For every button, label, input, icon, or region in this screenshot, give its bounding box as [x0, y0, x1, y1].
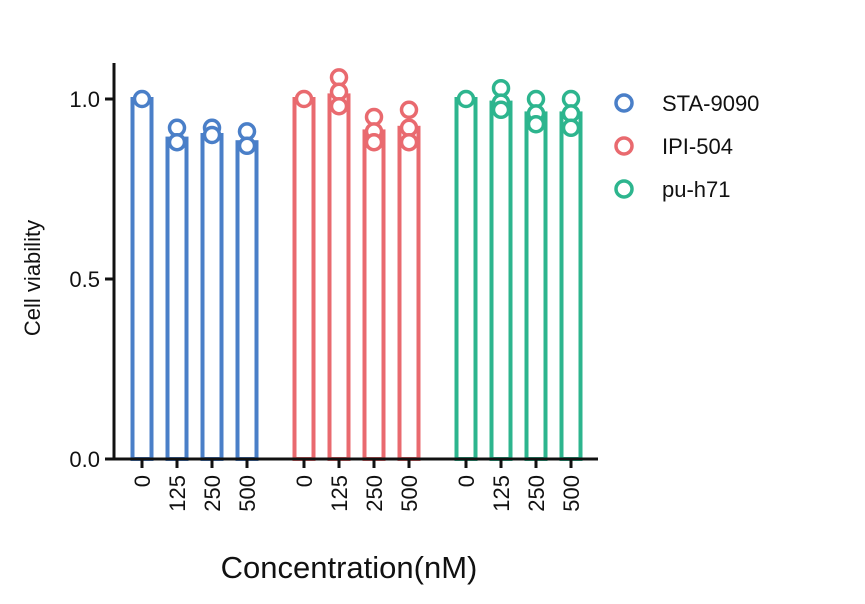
series-STA-9090 — [130, 89, 259, 461]
data-point — [329, 96, 349, 116]
legend: STA-9090 IPI-504 pu-h71 — [614, 91, 759, 202]
series-IPI-504 — [292, 68, 421, 462]
x-tick-label: 500 — [397, 475, 422, 512]
data-point — [237, 136, 257, 156]
y-tick-label: 1.0 — [69, 87, 100, 112]
x-tick-label: 500 — [559, 475, 584, 512]
x-tick-label: 0 — [454, 475, 479, 487]
bar — [235, 140, 259, 461]
y-tick-label: 0.0 — [69, 447, 100, 472]
bar — [559, 111, 583, 462]
x-tick-label: 500 — [235, 475, 260, 512]
data-point — [202, 125, 222, 145]
data-point — [364, 132, 384, 152]
data-point — [132, 89, 152, 109]
legend-marker — [614, 136, 634, 156]
x-axis-label: Concentration(nM) — [221, 550, 478, 585]
data-point — [294, 89, 314, 109]
bar — [489, 100, 513, 461]
data-point — [526, 114, 546, 134]
legend-marker — [614, 93, 634, 113]
bar — [454, 97, 478, 461]
y-axis: 0.0 0.5 1.0 — [69, 63, 116, 472]
bar — [362, 129, 386, 461]
bar — [524, 111, 548, 462]
bar — [165, 136, 189, 461]
x-tick-label: 250 — [524, 475, 549, 512]
x-tick-label: 250 — [362, 475, 387, 512]
bar — [397, 125, 421, 462]
x-tick-label: 250 — [200, 475, 225, 512]
x-tick-label: 125 — [489, 475, 514, 512]
x-tick-label: 0 — [130, 475, 155, 487]
data-point — [456, 89, 476, 109]
legend-label: IPI-504 — [662, 134, 733, 159]
x-tick-label: 125 — [165, 475, 190, 512]
y-axis-label: Cell viability — [20, 220, 45, 336]
bar — [200, 133, 224, 461]
x-tick-label: 125 — [327, 475, 352, 512]
data-point — [399, 132, 419, 152]
y-tick-label: 0.5 — [69, 267, 100, 292]
series-pu-h71 — [454, 78, 583, 462]
bar — [327, 93, 351, 462]
legend-label: STA-9090 — [662, 91, 759, 116]
data-point — [399, 100, 419, 120]
data-point — [561, 118, 581, 138]
x-axis: 0 125 250 500 0 125 250 500 0 125 250 500 — [114, 457, 598, 512]
data-point — [491, 100, 511, 120]
bar — [292, 97, 316, 461]
legend-marker — [614, 179, 634, 199]
data-point — [167, 132, 187, 152]
legend-label: pu-h71 — [662, 177, 731, 202]
x-tick-label: 0 — [292, 475, 317, 487]
plot-area — [130, 68, 583, 462]
bar — [130, 97, 154, 461]
